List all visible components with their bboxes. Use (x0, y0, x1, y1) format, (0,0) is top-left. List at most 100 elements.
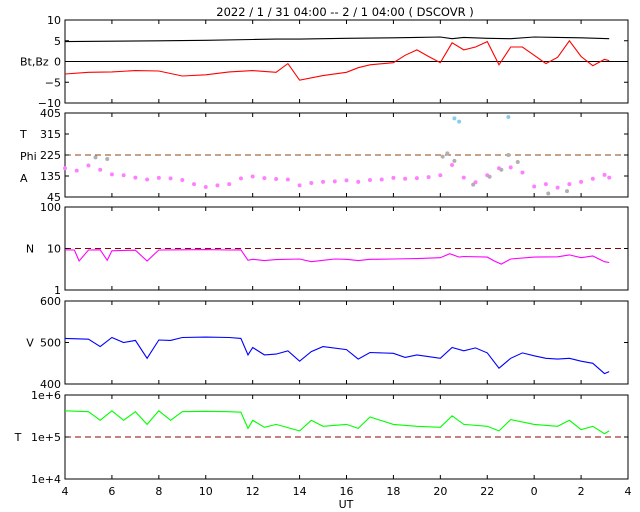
x-tick-label: 8 (155, 485, 162, 498)
series-line-N (65, 249, 610, 265)
y-tick-label: 315 (40, 128, 61, 141)
y-tick-label: 45 (47, 191, 61, 204)
data-point-A (520, 170, 525, 175)
data-point-A (109, 172, 114, 177)
panel-velocity: 400 500 600 V (26, 295, 629, 391)
x-tick-label: 18 (386, 485, 400, 498)
data-point-A (602, 172, 607, 177)
data-point-A (156, 175, 161, 180)
data-point-A (543, 182, 548, 187)
series-line-Bz (65, 39, 610, 81)
data-point-A (414, 176, 419, 181)
x-tick-label: 12 (246, 485, 260, 498)
data-point-Phi (440, 154, 445, 159)
data-point-A (607, 175, 612, 180)
y-tick-label: 1e+5 (31, 431, 61, 444)
panel-density: 1 10 100 N (26, 201, 629, 297)
series-line-Bt (65, 36, 610, 43)
x-tick-label: 0 (531, 485, 538, 498)
data-point-A (297, 183, 302, 188)
data-point-A (332, 179, 337, 184)
x-tick-label: 4 (62, 485, 69, 498)
data-point-A (461, 175, 466, 180)
data-point-A (450, 163, 455, 168)
y-tick-label: 1e+4 (31, 473, 61, 486)
data-point-A (203, 184, 208, 189)
y-tick-label: 100 (40, 201, 61, 214)
data-point-A (285, 177, 290, 182)
data-point-A (367, 177, 372, 182)
data-point-A (426, 175, 431, 180)
x-tick-label: 14 (293, 485, 307, 498)
data-point-A (391, 175, 396, 180)
y-tick-label: 1 (54, 284, 61, 297)
data-point-A (121, 173, 126, 178)
x-axis-label: UT (339, 498, 354, 511)
data-point-A (215, 183, 220, 188)
data-point-A (379, 177, 384, 182)
data-point-A (227, 182, 232, 187)
data-point-A (145, 177, 150, 182)
y-tick-label: 400 (40, 378, 61, 391)
data-point-A (555, 185, 560, 190)
x-tick-label: 10 (199, 485, 213, 498)
y-tick-label: 1e+6 (31, 389, 61, 402)
data-point-A (63, 166, 67, 171)
data-point-Phi (546, 191, 551, 196)
y-tick-label: 5 (54, 35, 61, 48)
data-point-A (344, 178, 349, 183)
panel-label: T (14, 431, 22, 444)
x-tick-label: 22 (480, 485, 494, 498)
data-point-Phi (471, 182, 476, 187)
data-point-Phi (452, 158, 457, 163)
data-point-A (250, 174, 255, 179)
data-point-A (262, 176, 267, 181)
data-point-A (403, 176, 408, 181)
y-tick-label: −5 (45, 76, 61, 89)
x-tick-label: 6 (108, 485, 115, 498)
data-point-A (74, 168, 79, 173)
panel-temperature: 1e+4 1e+5 1e+6 T (14, 389, 629, 486)
data-point-A (238, 176, 243, 181)
data-point-A (508, 165, 513, 170)
y-tick-label: 10 (47, 14, 61, 27)
y-tick-label: 405 (40, 107, 61, 120)
y-tick-label: 600 (40, 295, 61, 308)
data-point-A (438, 173, 443, 178)
series-line-T (65, 410, 610, 435)
data-point-A (86, 163, 91, 168)
panel-label: Phi (20, 150, 37, 163)
x-tick-label: 16 (340, 485, 354, 498)
y-tick-label: 225 (40, 149, 61, 162)
data-point-A (98, 167, 103, 172)
data-point-A (532, 184, 537, 189)
data-point-A (567, 182, 572, 187)
data-point-A (133, 175, 138, 180)
data-point-Phi (93, 155, 98, 160)
data-point-Phi (515, 160, 520, 164)
panel-label: Bt,Bz (20, 56, 49, 69)
data-point-A (274, 177, 279, 182)
data-point-A (321, 179, 326, 184)
panel-label: A (20, 172, 28, 185)
data-point-T (506, 114, 511, 119)
y-tick-label: −10 (38, 97, 61, 110)
series-line-V (65, 336, 610, 375)
data-point-Phi (105, 156, 110, 161)
x-tick-label: 4 (625, 485, 632, 498)
data-point-A (579, 179, 584, 184)
data-point-A (168, 176, 173, 181)
panel-frame (64, 300, 629, 385)
x-tick-label: 20 (433, 485, 447, 498)
y-tick-label: 135 (40, 170, 61, 183)
panel-label: N (26, 243, 34, 256)
panel-mag: −10 −5 0 5 10 Bt,Bz (20, 14, 629, 110)
data-point-Phi (499, 167, 504, 172)
y-tick-label: 10 (47, 243, 61, 256)
y-tick-label: 0 (54, 56, 61, 69)
data-point-A (356, 179, 361, 184)
data-point-Phi (445, 151, 450, 156)
panel-label: T (19, 128, 27, 141)
data-point-Phi (506, 153, 511, 157)
